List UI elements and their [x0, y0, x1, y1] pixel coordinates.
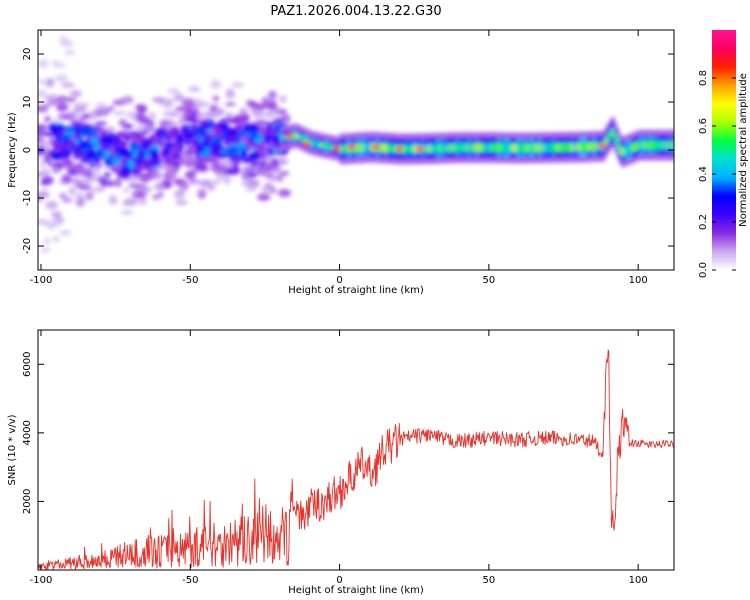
colorbar-ramp	[712, 30, 736, 270]
spectrogram-heatmap	[38, 36, 674, 253]
snr-line	[38, 349, 674, 570]
snr-panel: -100 -50 0 50 100 2000 4000 6000 Height of stra…	[7, 329, 675, 596]
snr-ylabel: SNR (10 * v/v)	[7, 414, 18, 485]
y-tick-label: -20	[22, 238, 33, 254]
colorbar-tick-label: 0.8	[698, 70, 709, 86]
snr-plot-area	[38, 330, 674, 570]
x-tick-label: 50	[483, 575, 496, 586]
colorbar-tick-label: 0.2	[698, 214, 709, 230]
snr-ticks: -100 -50 0 50 100 2000 4000 6000	[22, 330, 674, 586]
y-tick-label: -10	[22, 190, 33, 206]
spectrogram-xlabel: Height of straight line (km)	[288, 285, 424, 296]
x-tick-label: 50	[483, 275, 496, 286]
x-tick-label: -50	[182, 575, 198, 586]
colorbar-tick-label: 0.0	[698, 262, 709, 278]
colorbar-tick-label: 0.4	[698, 166, 709, 182]
x-tick-label: 100	[629, 575, 648, 586]
spectrogram-core-blobs	[49, 120, 290, 176]
x-tick-label: 0	[336, 275, 342, 286]
x-tick-label: 0	[336, 575, 342, 586]
y-tick-label: 10	[22, 96, 33, 109]
y-tick-label: 4000	[22, 420, 33, 445]
x-tick-label: 100	[629, 275, 648, 286]
colorbar: 0.0 0.2 0.4 0.6 0.8 Normalized spectral ampl…	[698, 30, 749, 278]
y-tick-label: 2000	[22, 489, 33, 514]
colorbar-ticks: 0.0 0.2 0.4 0.6 0.8	[698, 70, 736, 278]
y-tick-label: 6000	[22, 352, 33, 377]
x-tick-label: -100	[30, 275, 53, 286]
x-tick-label: -100	[30, 575, 53, 586]
snr-xlabel: Height of straight line (km)	[288, 585, 424, 596]
chart-title: PAZ1.2026.004.13.22.G30	[270, 4, 441, 19]
snr-frame	[37, 329, 675, 571]
x-tick-label: -50	[182, 275, 198, 286]
y-tick-label: 0	[22, 147, 33, 153]
spectrogram-ylabel: Frequency (Hz)	[7, 112, 18, 188]
colorbar-tick-label: 0.6	[698, 118, 709, 134]
colorbar-label: Normalized spectral amplitude	[738, 73, 749, 227]
spectrogram-ridge	[279, 116, 674, 168]
y-tick-label: 20	[22, 48, 33, 61]
